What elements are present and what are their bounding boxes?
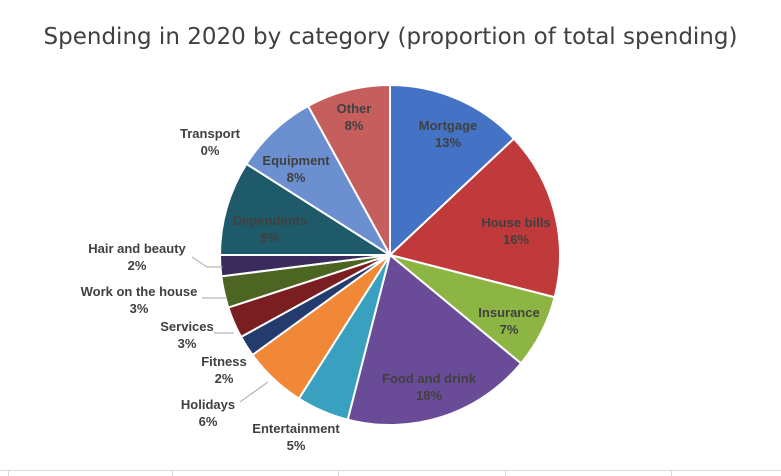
sheet-gridline xyxy=(671,470,672,476)
pie-slice-food-and-drink xyxy=(346,253,523,427)
data-label-equipment: Equipment 8% xyxy=(262,153,330,185)
data-label-food-and-drink: Food and drink 18% xyxy=(382,371,477,403)
pie-slice-other xyxy=(306,83,391,256)
data-label-transport: Transport 0% xyxy=(180,126,241,158)
data-label-entertainment: Entertainment 5% xyxy=(252,421,340,453)
data-label-insurance: Insurance 7% xyxy=(478,305,539,337)
chart-title: Spending in 2020 by category (proportion… xyxy=(43,24,738,50)
leader-line-holidays xyxy=(239,381,269,403)
data-label-services: Services 3% xyxy=(160,319,214,351)
data-label-hair-and-beauty: Hair and beauty 2% xyxy=(88,241,186,273)
data-label-other: Other 8% xyxy=(337,101,372,133)
pie-slice-dependents xyxy=(218,162,394,256)
data-label-work-on-the-house: Work on the house 3% xyxy=(81,284,198,316)
data-label-mortgage: Mortgage 13% xyxy=(419,118,478,150)
sheet-gridline xyxy=(505,470,506,476)
data-label-holidays: Holidays 6% xyxy=(181,397,235,429)
data-label-fitness: Fitness 2% xyxy=(201,354,247,386)
pie-slice-mortgage xyxy=(389,83,516,258)
pie-slice-house-bills xyxy=(387,137,561,299)
leader-line-hair-and-beauty xyxy=(191,256,223,268)
data-label-dependents: Dependents 9% xyxy=(233,213,307,245)
data-label-house-bills: House bills 16% xyxy=(481,215,550,247)
sheet-gridline xyxy=(8,470,9,476)
sheet-gridline xyxy=(172,470,173,476)
sheet-gridline xyxy=(338,470,339,476)
sheet-gridline xyxy=(0,470,781,471)
